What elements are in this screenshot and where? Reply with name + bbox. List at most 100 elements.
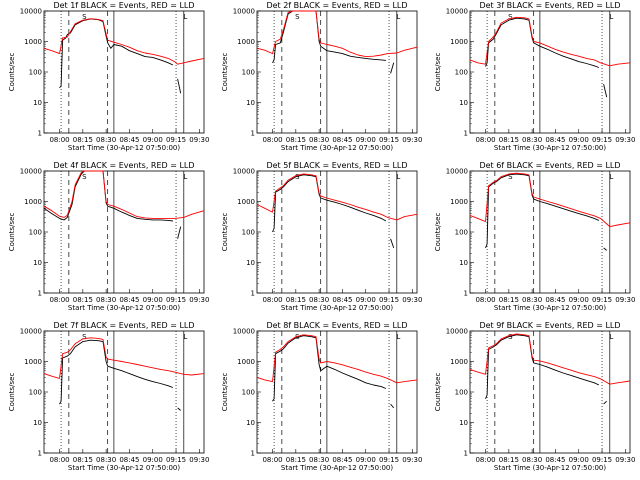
detector-chart: Det 7f BLACK = Events, RED = LLD 1 10 100 10… xyxy=(8,321,209,472)
chart-title: Det 7f BLACK = Events, RED = LLD xyxy=(53,321,194,330)
event-marker: S xyxy=(508,173,513,181)
y-tick-label: 1000 xyxy=(237,38,255,46)
y-axis-label: Counts/sec xyxy=(8,213,16,252)
plot-frame xyxy=(469,170,631,294)
y-tick-label: 10 xyxy=(33,99,42,107)
x-tick-label: 09:00 xyxy=(143,296,163,304)
x-tick-label: 09:30 xyxy=(615,136,635,144)
y-tick-label: 10 xyxy=(459,419,468,427)
x-tick-label: 08:00 xyxy=(475,456,495,464)
y-tick-label: 10 xyxy=(246,259,255,267)
detector-chart: Det 8f BLACK = Events, RED = LLD 1 10 100 10… xyxy=(221,321,422,472)
x-tick-label: 08:15 xyxy=(73,296,93,304)
y-tick-label: 100 xyxy=(455,69,468,77)
x-tick-label: 08:45 xyxy=(332,136,352,144)
x-axis-label: Start Time (30-Apr-12 07:50:00) xyxy=(68,464,180,472)
x-tick-label: 08:30 xyxy=(309,296,329,304)
x-tick-label: 08:45 xyxy=(332,456,352,464)
y-tick-label: 1000 xyxy=(24,198,42,206)
x-tick-label: 08:30 xyxy=(522,136,542,144)
x-tick-label: 08:00 xyxy=(262,136,282,144)
series-line-events xyxy=(485,17,600,68)
plot-frame xyxy=(256,10,418,134)
detector-panel: Det 1f BLACK = Events, RED = LLD 1 10 100 10… xyxy=(0,0,213,160)
detector-panel: Det 4f BLACK = Events, RED = LLD 1 10 100 10… xyxy=(0,160,213,320)
detector-chart: Det 2f BLACK = Events, RED = LLD 1 10 100 10… xyxy=(221,1,422,152)
chart-title: Det 5f BLACK = Events, RED = LLD xyxy=(266,161,407,170)
series-line-events xyxy=(59,18,174,89)
chart-title: Det 2f BLACK = Events, RED = LLD xyxy=(266,1,407,10)
series-line-lld xyxy=(43,170,205,219)
chart-title: Det 6f BLACK = Events, RED = LLD xyxy=(479,161,620,170)
detector-panel: Det 8f BLACK = Events, RED = LLD 1 10 100 10… xyxy=(213,320,426,480)
x-axis-label: Start Time (30-Apr-12 07:50:00) xyxy=(68,144,180,152)
y-tick-label: 10000 xyxy=(446,168,468,176)
x-tick-label: 08:30 xyxy=(522,456,542,464)
y-axis-label: Counts/sec xyxy=(8,53,16,92)
y-tick-label: 1 xyxy=(38,290,42,298)
y-axis-label: Counts/sec xyxy=(434,373,442,412)
detector-chart: Det 1f BLACK = Events, RED = LLD 1 10 100 10… xyxy=(8,1,209,152)
series-line-events xyxy=(177,407,181,411)
series-line-events xyxy=(485,173,600,249)
y-tick-label: 1000 xyxy=(24,358,42,366)
series-line-lld xyxy=(256,334,418,384)
event-marker: S xyxy=(82,173,87,181)
x-tick-label: 08:00 xyxy=(49,296,69,304)
x-tick-label: 08:45 xyxy=(545,296,565,304)
y-tick-label: 1 xyxy=(251,450,255,458)
x-tick-label: 09:15 xyxy=(592,296,612,304)
x-tick-label: 09:00 xyxy=(569,136,589,144)
y-tick-label: 1000 xyxy=(450,198,468,206)
series-line-events xyxy=(603,83,608,98)
event-marker: L xyxy=(183,173,187,181)
plot-frame xyxy=(469,330,631,454)
x-tick-label: 08:15 xyxy=(286,136,306,144)
x-tick-label: 08:30 xyxy=(96,136,116,144)
x-axis-label: Start Time (30-Apr-12 07:50:00) xyxy=(281,304,393,312)
series-line-lld xyxy=(469,16,631,67)
x-tick-label: 09:30 xyxy=(189,136,209,144)
x-tick-label: 08:15 xyxy=(73,136,93,144)
series-line-lld xyxy=(256,10,418,58)
y-axis-label: Counts/sec xyxy=(221,53,229,92)
y-tick-label: 10 xyxy=(459,99,468,107)
detector-panel: Det 5f BLACK = Events, RED = LLD 1 10 100 10… xyxy=(213,160,426,320)
x-tick-label: 08:45 xyxy=(119,456,139,464)
series-line-lld xyxy=(256,173,418,221)
y-tick-label: 100 xyxy=(29,69,42,77)
series-line-events xyxy=(603,247,607,251)
y-tick-label: 1 xyxy=(251,290,255,298)
x-tick-label: 08:15 xyxy=(499,456,519,464)
detector-chart: Det 5f BLACK = Events, RED = LLD 1 10 100 10… xyxy=(221,161,422,312)
y-tick-label: 1 xyxy=(38,130,42,138)
x-tick-label: 08:45 xyxy=(545,136,565,144)
event-marker: L xyxy=(609,333,613,341)
detector-chart: Det 4f BLACK = Events, RED = LLD 1 10 100 10… xyxy=(8,161,209,312)
x-tick-label: 09:15 xyxy=(592,136,612,144)
y-tick-label: 10000 xyxy=(20,168,42,176)
x-axis-label: Start Time (30-Apr-12 07:50:00) xyxy=(281,464,393,472)
y-tick-label: 1 xyxy=(38,450,42,458)
series-line-lld xyxy=(469,333,631,385)
plot-frame xyxy=(43,170,205,294)
x-tick-label: 08:45 xyxy=(119,136,139,144)
x-tick-label: 08:45 xyxy=(545,456,565,464)
x-axis-label: Start Time (30-Apr-12 07:50:00) xyxy=(281,144,393,152)
detector-chart: Det 9f BLACK = Events, RED = LLD 1 10 100 10… xyxy=(434,321,635,472)
y-tick-label: 10 xyxy=(246,419,255,427)
series-line-events xyxy=(177,78,182,94)
y-tick-label: 100 xyxy=(455,229,468,237)
chart-title: Det 4f BLACK = Events, RED = LLD xyxy=(53,161,194,170)
series-line-events xyxy=(485,334,600,399)
x-tick-label: 08:00 xyxy=(262,456,282,464)
detector-panel: Det 2f BLACK = Events, RED = LLD 1 10 100 10… xyxy=(213,0,426,160)
x-tick-label: 08:30 xyxy=(522,296,542,304)
event-marker: L xyxy=(183,333,187,341)
y-tick-label: 1000 xyxy=(24,38,42,46)
x-tick-label: 09:15 xyxy=(379,136,399,144)
event-marker: S xyxy=(508,333,513,341)
y-axis-label: Counts/sec xyxy=(434,53,442,92)
y-tick-label: 10000 xyxy=(20,8,42,16)
x-tick-label: 09:30 xyxy=(189,296,209,304)
